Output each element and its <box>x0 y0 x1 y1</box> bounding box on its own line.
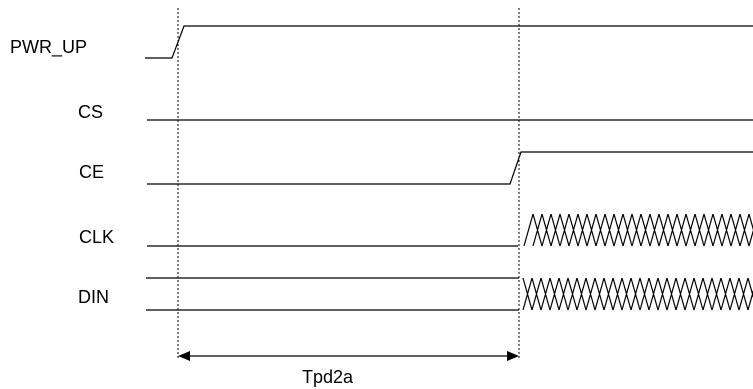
signal-label-ce: CE <box>79 162 104 182</box>
din-x-crossings <box>522 277 753 311</box>
waveform-clk <box>147 213 753 247</box>
signal-label-pwr-up: PWR_UP <box>10 37 87 58</box>
signal-label-din: DIN <box>78 287 109 307</box>
tpd2a-arrow <box>178 351 519 361</box>
signal-label-cs: CS <box>78 102 103 122</box>
tpd2a-label: Tpd2a <box>302 367 354 387</box>
waveform-pwr-up <box>145 25 753 59</box>
waveform-din <box>146 277 753 311</box>
waveform-ce <box>147 151 753 185</box>
clk-x-crossings <box>532 213 753 247</box>
signal-label-clk: CLK <box>79 227 114 247</box>
